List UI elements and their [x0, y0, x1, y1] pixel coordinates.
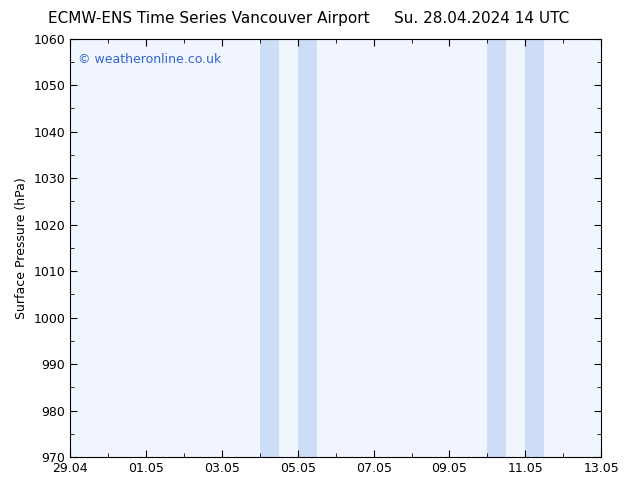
Text: ECMW-ENS Time Series Vancouver Airport: ECMW-ENS Time Series Vancouver Airport — [48, 11, 370, 26]
Text: © weatheronline.co.uk: © weatheronline.co.uk — [78, 53, 221, 66]
Bar — [488, 39, 507, 457]
Bar — [298, 39, 317, 457]
Y-axis label: Surface Pressure (hPa): Surface Pressure (hPa) — [15, 177, 28, 319]
Bar — [260, 39, 279, 457]
Text: Su. 28.04.2024 14 UTC: Su. 28.04.2024 14 UTC — [394, 11, 569, 26]
Bar — [526, 39, 544, 457]
